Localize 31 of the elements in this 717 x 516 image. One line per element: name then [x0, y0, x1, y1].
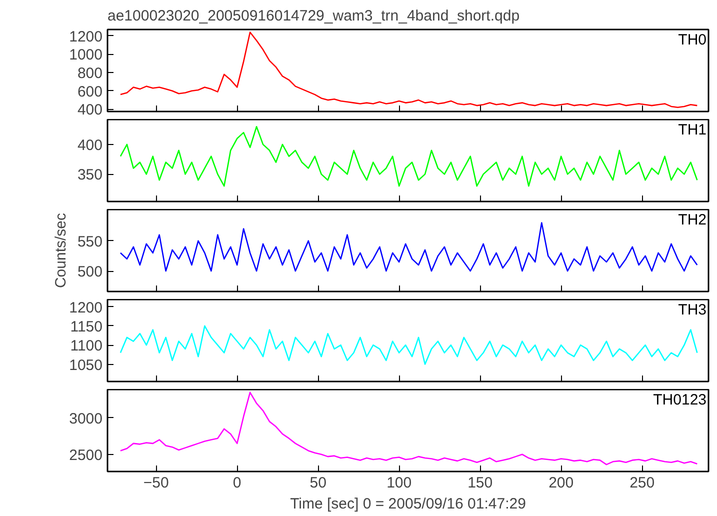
series-label: TH1 [678, 122, 707, 138]
y-tick-label: 2500 [69, 446, 103, 464]
x-tick-label: 250 [630, 474, 655, 492]
x-axis-title: Time [sec] 0 = 2005/09/16 01:47:29 [290, 496, 526, 512]
x-tick-label: −50 [143, 474, 169, 492]
y-tick-label: 1150 [70, 318, 103, 336]
chart-title: ae100023020_20050916014729_wam3_trn_4band_short.qdp [108, 8, 520, 24]
line-series [120, 325, 698, 365]
y-tick-label: 3000 [69, 410, 103, 428]
y-tick-label: 400 [77, 136, 103, 154]
y-tick-label: 1100 [70, 338, 103, 355]
y-tick-label: 500 [77, 264, 103, 280]
y-tick-label: 600 [77, 83, 103, 100]
x-tick-label: 150 [468, 474, 493, 492]
y-tick-label: 1200 [69, 299, 103, 316]
y-tick-label: 350 [77, 166, 103, 184]
series-label: TH2 [678, 212, 707, 228]
x-tick-label: 200 [548, 474, 574, 492]
y-tick-label: 1000 [69, 46, 103, 64]
x-tick-label: 50 [310, 474, 326, 492]
y-tick-label: 1050 [69, 356, 103, 374]
x-tick-label: 0 [232, 474, 242, 492]
x-tick-label: 100 [386, 474, 412, 492]
y-axis-title: Counts/sec [52, 212, 70, 288]
y-tick-label: 550 [77, 233, 103, 250]
series-label: TH3 [678, 302, 707, 318]
y-tick-label: 1200 [69, 28, 103, 46]
text: TH0123 [653, 392, 707, 408]
y-tick-label: 800 [77, 65, 103, 82]
text: TH0 [678, 32, 707, 48]
y-tick-label: 400 [77, 102, 103, 119]
